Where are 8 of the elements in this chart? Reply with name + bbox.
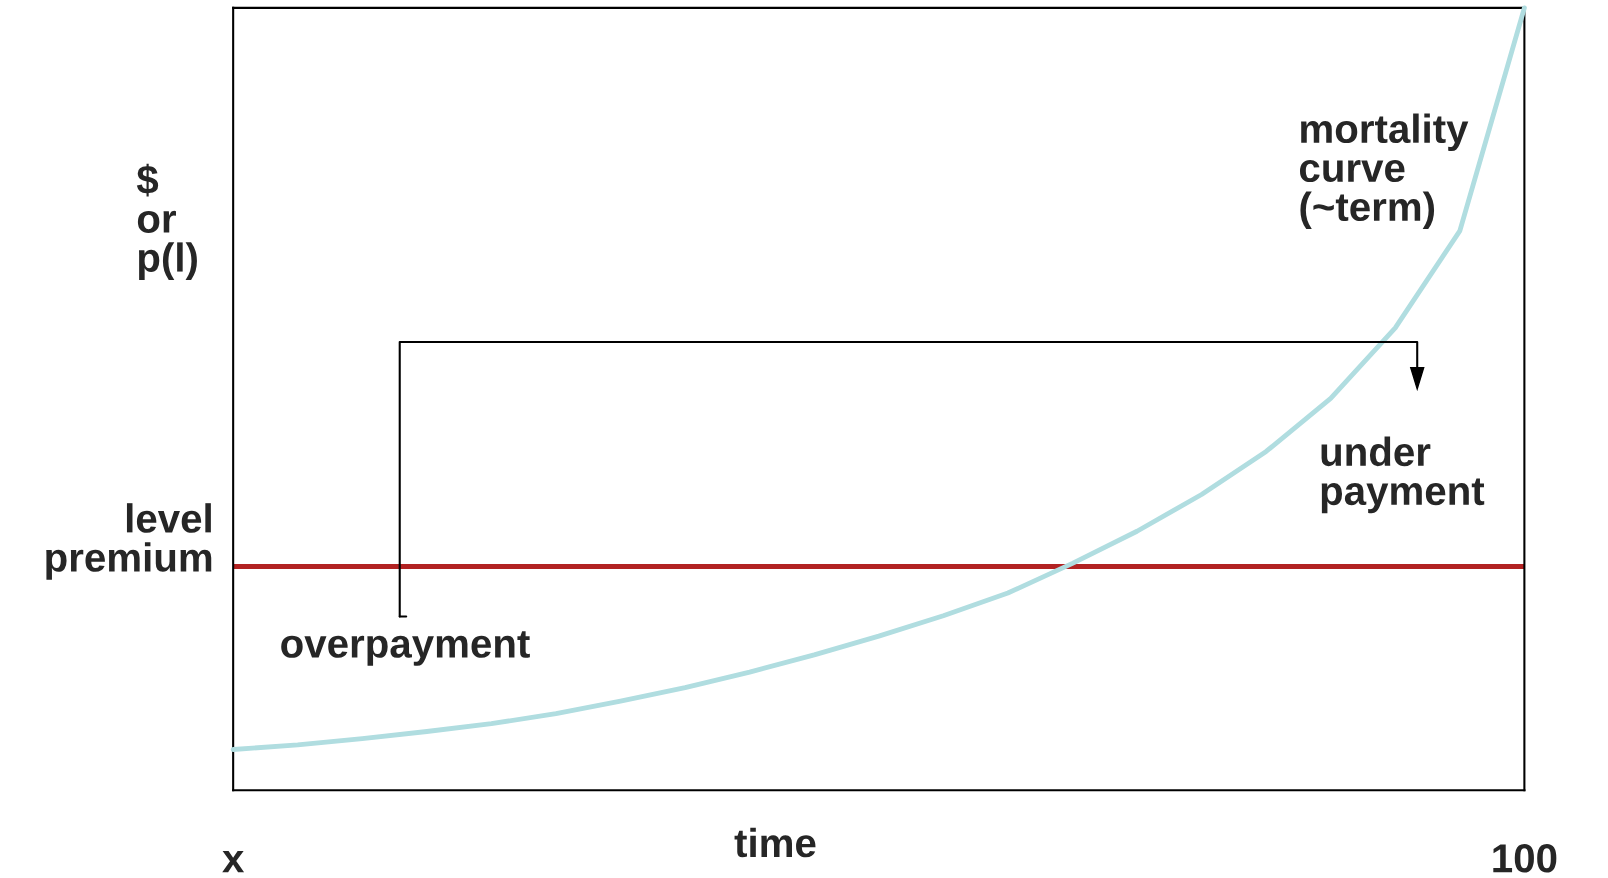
x-axis-title: time	[734, 827, 816, 858]
ref-line-label: level premium	[46, 503, 212, 580]
x-tick-label: 100	[1493, 844, 1557, 873]
y-axis-title: $ or p(l)	[136, 163, 197, 280]
x-tick-label: x	[222, 850, 245, 873]
annotation: under payment	[1321, 436, 1485, 514]
annotation: overpayment	[281, 631, 530, 666]
annotation: mortality curve (~term)	[1299, 113, 1469, 230]
